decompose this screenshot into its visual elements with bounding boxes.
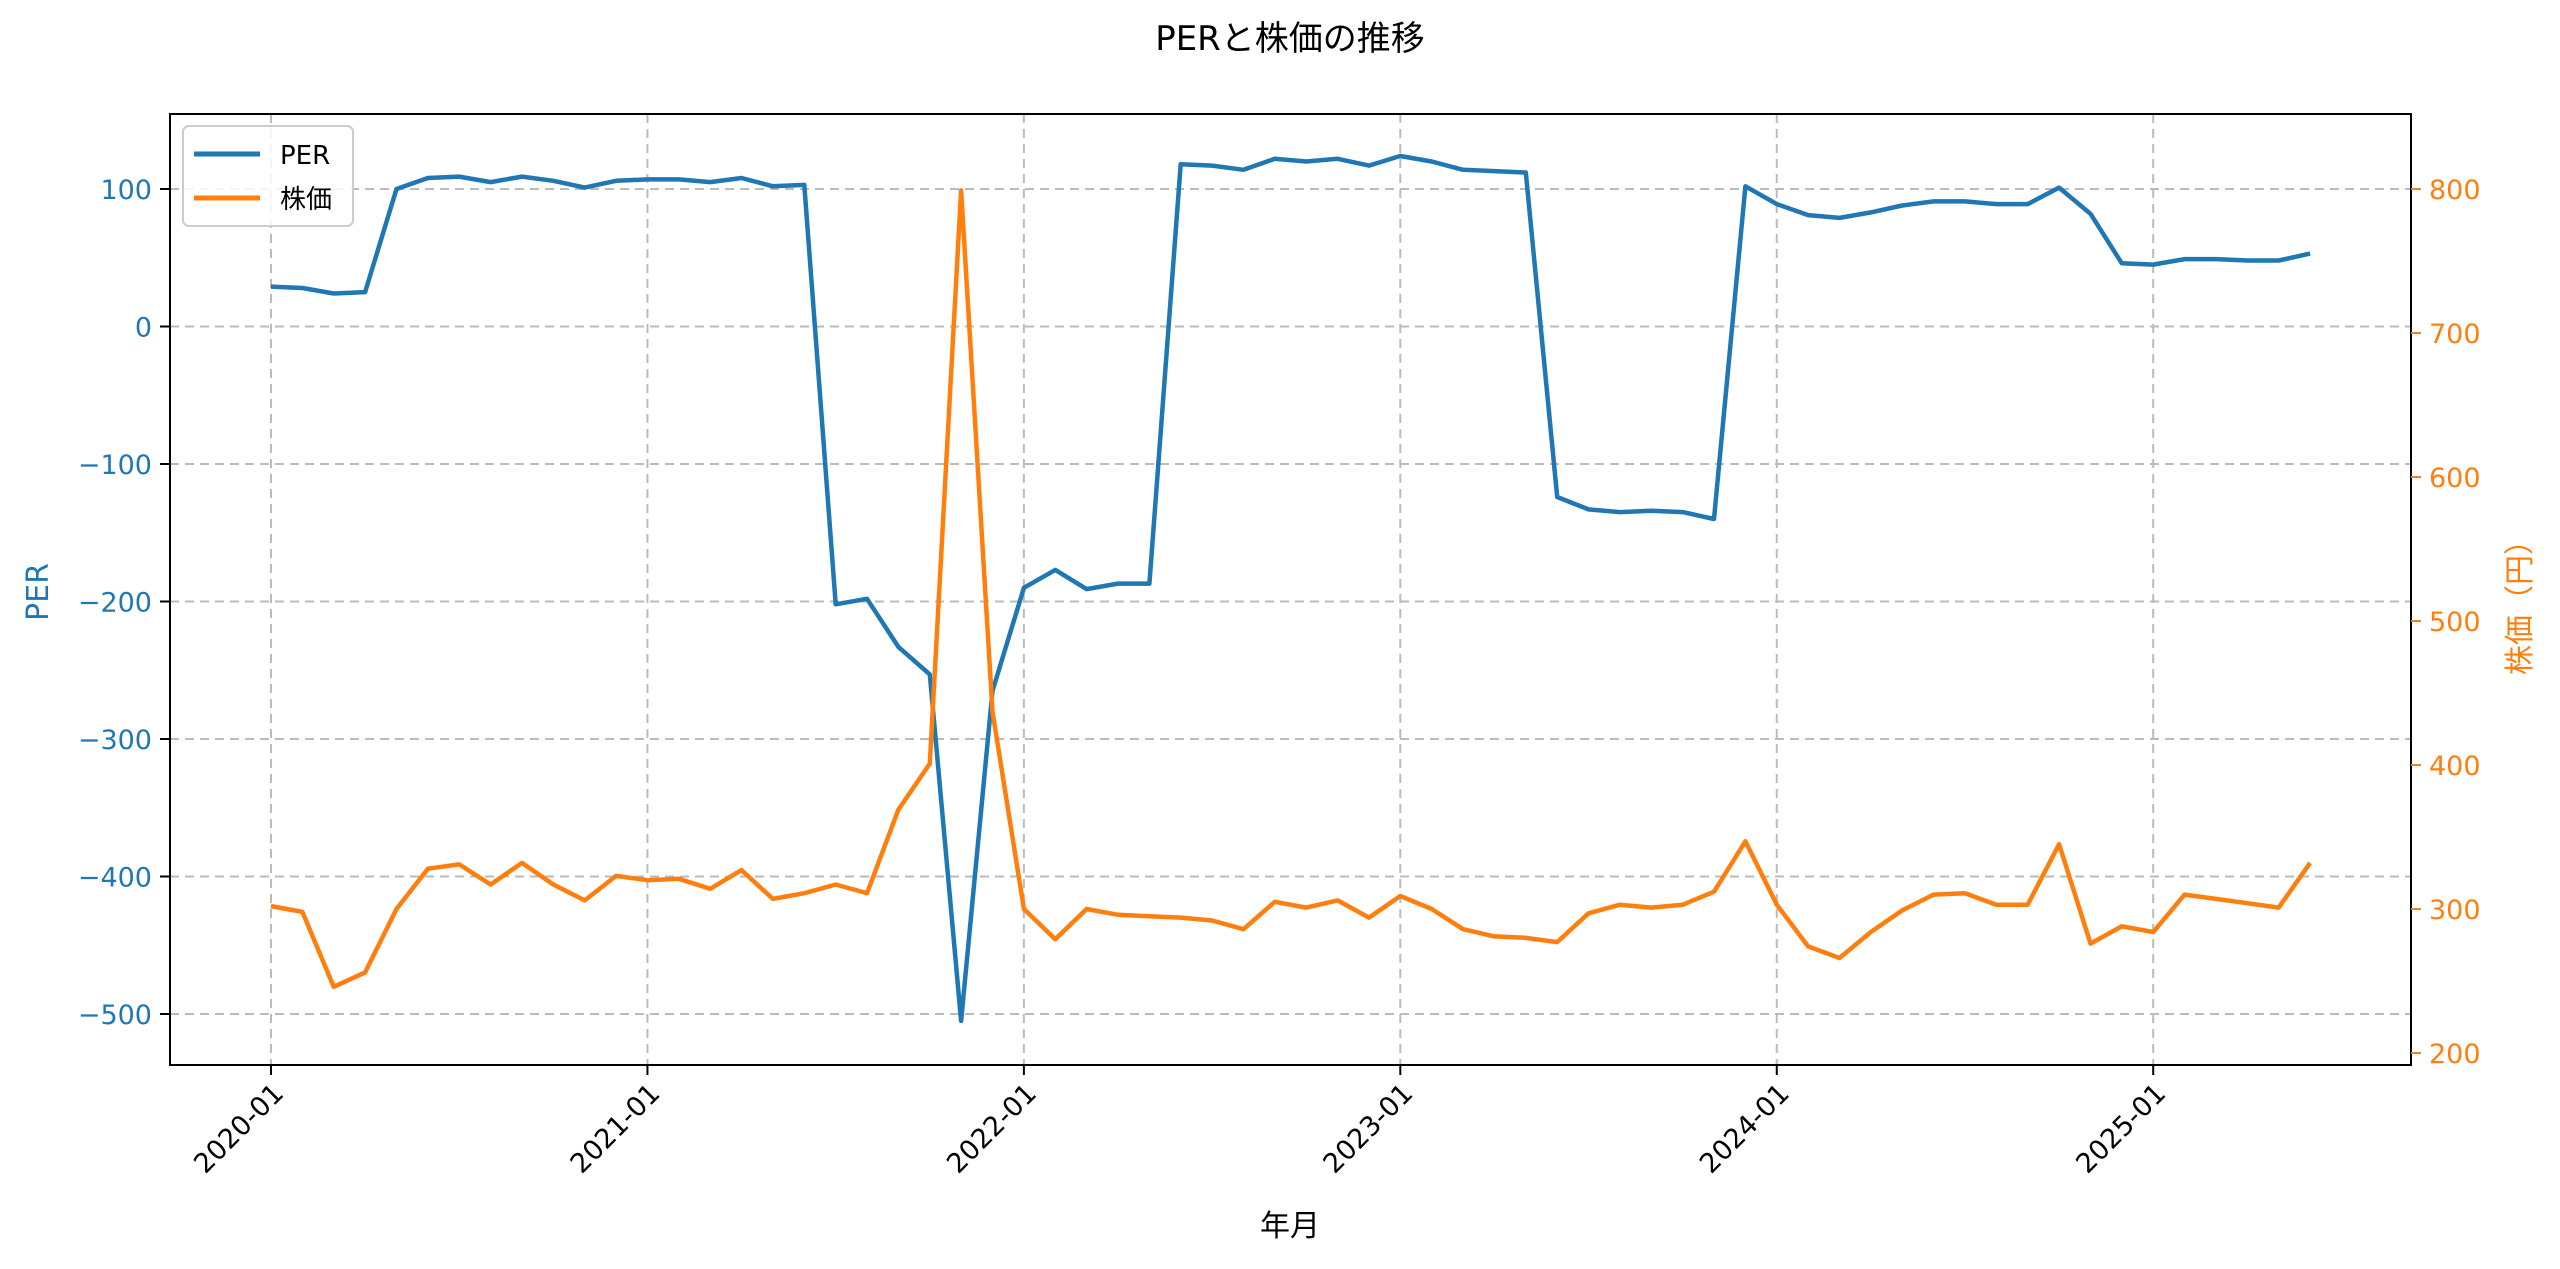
series-line-price xyxy=(270,188,2312,990)
left-tick-label: −500 xyxy=(78,1000,152,1031)
x-axis-label: 年月 xyxy=(1260,1209,1320,1244)
right-tick-label: 200 xyxy=(2429,1039,2481,1070)
right-tick-label: 300 xyxy=(2429,895,2481,926)
right-y-axis: 800 700 600 500 400 300 200 xyxy=(2411,175,2481,1070)
y-axis-label-right: 株価（円） xyxy=(2503,525,2538,675)
x-tick-label: 2022-01 xyxy=(941,1078,1043,1180)
legend-per-label: PER xyxy=(280,141,330,171)
chart-title: PERと株価の推移 xyxy=(1155,19,1425,59)
x-tick-label: 2021-01 xyxy=(565,1078,667,1180)
y-axis-label-left: PER xyxy=(21,563,56,621)
right-tick-label: 800 xyxy=(2429,175,2481,206)
right-tick-label: 400 xyxy=(2429,751,2481,782)
right-tick-label: 500 xyxy=(2429,607,2481,638)
left-tick-label: −200 xyxy=(78,588,152,619)
left-y-axis: 100 0 −100 −200 −300 −400 −500 xyxy=(78,175,170,1031)
x-axis: 2020-01 2021-01 2022-01 2023-01 2024-01 2025-… xyxy=(188,1065,2172,1180)
left-tick-label: −400 xyxy=(78,863,152,894)
plot-area-frame xyxy=(169,113,2412,1066)
left-tick-label: −100 xyxy=(78,450,152,481)
legend-price-label: 株価 xyxy=(280,185,332,215)
legend-box xyxy=(182,125,354,227)
right-tick-label: 600 xyxy=(2429,463,2481,494)
left-tick-label: 0 xyxy=(135,313,152,344)
right-tick-label: 700 xyxy=(2429,319,2481,350)
grid-lines xyxy=(170,114,2411,1065)
left-tick-label: −300 xyxy=(78,725,152,756)
left-tick-label: 100 xyxy=(100,175,152,206)
x-tick-label: 2024-01 xyxy=(1694,1078,1796,1180)
series-layer xyxy=(270,153,2312,1024)
x-tick-label: 2020-01 xyxy=(188,1078,290,1180)
x-tick-label: 2023-01 xyxy=(1318,1078,1420,1180)
series-line-per xyxy=(270,153,2311,1024)
x-tick-label: 2025-01 xyxy=(2070,1078,2172,1180)
legend: PER 株価 xyxy=(182,125,354,227)
